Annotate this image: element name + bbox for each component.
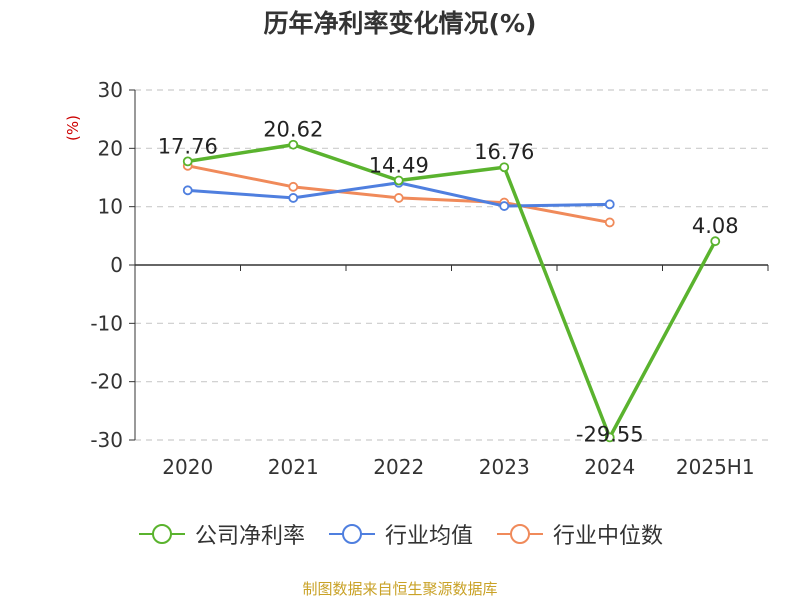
legend-label: 行业均值 — [384, 524, 473, 549]
series-layer — [182, 139, 721, 443]
legend-label: 行业中位数 — [553, 524, 664, 549]
legend-item: 行业均值 — [327, 518, 473, 550]
data-point — [393, 193, 404, 203]
y-tick-label: 20 — [98, 136, 123, 160]
data-label: 17.76 — [158, 134, 218, 158]
axis-layer: 30 20 10 0 -10 -20 -30 (%) 2020 2021 2022 2023 2024 2… — [64, 78, 769, 479]
legend-marker-icon — [138, 524, 185, 544]
data-label-layer: 17.76 20.62 14.49 16.76 -29.55 4.08 — [158, 118, 739, 447]
data-point — [182, 185, 193, 196]
data-point — [499, 162, 510, 173]
legend-label: 公司净利率 — [194, 524, 305, 549]
data-label: 4.08 — [692, 214, 739, 238]
data-point — [393, 175, 404, 186]
x-tick-label: 2025H1 — [676, 455, 755, 479]
data-point — [604, 199, 615, 210]
y-tick-label: 10 — [98, 195, 123, 219]
chart-title: 历年净利率变化情况(%) — [263, 9, 537, 38]
y-tick-label: -20 — [90, 370, 123, 394]
data-point — [499, 201, 510, 211]
legend-item: 行业中位数 — [495, 518, 663, 550]
legend-marker-icon — [497, 524, 543, 544]
legend-item: 公司净利率 — [137, 518, 305, 550]
data-label: 16.76 — [474, 140, 534, 164]
data-label: -29.55 — [576, 422, 644, 446]
source-note: 制图数据来自恒生聚源数据库 — [302, 580, 498, 598]
data-point — [710, 236, 721, 247]
data-label: 20.62 — [263, 118, 323, 142]
data-point — [288, 139, 299, 150]
x-tick-label: 2022 — [373, 455, 424, 479]
legend: 公司净利率 行业均值 行业中位数 — [0, 518, 800, 550]
data-point — [604, 217, 615, 228]
x-tick-label: 2023 — [479, 455, 530, 479]
data-point — [288, 193, 299, 203]
data-label: 14.49 — [369, 153, 429, 177]
legend-marker-icon — [328, 524, 375, 544]
y-tick-label: -30 — [90, 428, 123, 452]
data-point — [288, 181, 299, 192]
series-line — [187, 142, 717, 440]
y-tick-label: -10 — [90, 311, 123, 335]
x-tick-label: 2021 — [268, 455, 319, 479]
y-tick-label: 0 — [110, 253, 123, 277]
y-tick-label: 30 — [98, 78, 123, 102]
data-point — [182, 156, 193, 167]
x-tick-label: 2020 — [162, 455, 213, 479]
y-axis-label: (%) — [64, 115, 82, 141]
x-tick-label: 2024 — [584, 455, 635, 479]
data-point — [604, 432, 615, 443]
